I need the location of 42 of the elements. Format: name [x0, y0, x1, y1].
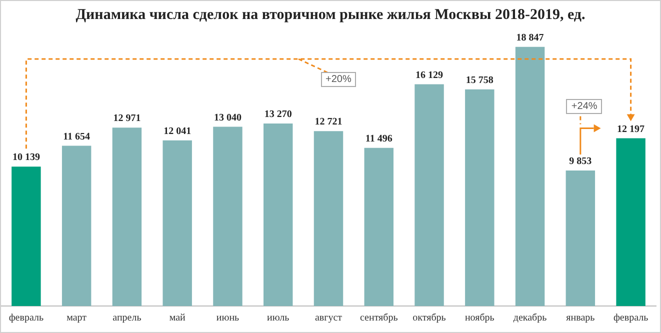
- bar: [213, 126, 242, 306]
- data-label: 16 129: [416, 70, 444, 81]
- data-label: 12 041: [164, 126, 192, 138]
- bar: [162, 140, 192, 306]
- x-tick-label: июль: [267, 312, 290, 324]
- bar: [465, 89, 494, 306]
- bar: [515, 46, 545, 306]
- x-tick-label: ноябрь: [464, 312, 495, 324]
- annotation: +20%: [320, 72, 356, 86]
- x-tick-label: сентябрь: [360, 312, 398, 324]
- data-label: 9 853: [569, 156, 592, 168]
- data-label: 12 197: [617, 124, 645, 135]
- x-tick-label: октябрь: [412, 312, 446, 324]
- x-tick-label: февраль: [8, 312, 44, 324]
- x-tick-label: июнь: [216, 312, 240, 324]
- x-tick-label: март: [66, 312, 88, 324]
- bar: [566, 170, 596, 306]
- data-label: 18 847: [516, 32, 544, 44]
- data-label: 12 721: [314, 116, 342, 128]
- x-tick-label: декабрь: [513, 312, 548, 324]
- x-tick-label: январь: [566, 312, 596, 324]
- data-label: 10 139: [12, 152, 40, 164]
- data-label: 12 971: [113, 113, 141, 124]
- data-label: 15 758: [466, 74, 494, 86]
- x-tick-label: май: [169, 312, 186, 324]
- x-tick-label: август: [314, 312, 343, 324]
- bar: [62, 146, 92, 306]
- x-tick-label: февраль: [613, 312, 649, 324]
- annotation: +24%: [566, 98, 602, 114]
- data-label: 11 654: [63, 131, 90, 142]
- bar: [414, 84, 444, 306]
- chart-title: Динамика числа сделок на вторичном рынке жилья Москвы 2018-2019, ед.: [74, 7, 586, 24]
- bar: [314, 131, 344, 306]
- bar: [364, 148, 394, 306]
- x-tick-label: апрель: [112, 312, 142, 324]
- data-label: 11 496: [365, 134, 392, 145]
- bar: [112, 128, 142, 306]
- bar: [12, 166, 41, 306]
- data-label: 13 270: [264, 109, 292, 120]
- bar: [616, 138, 646, 306]
- bar: [264, 124, 293, 306]
- data-label: 13 040: [214, 112, 242, 124]
